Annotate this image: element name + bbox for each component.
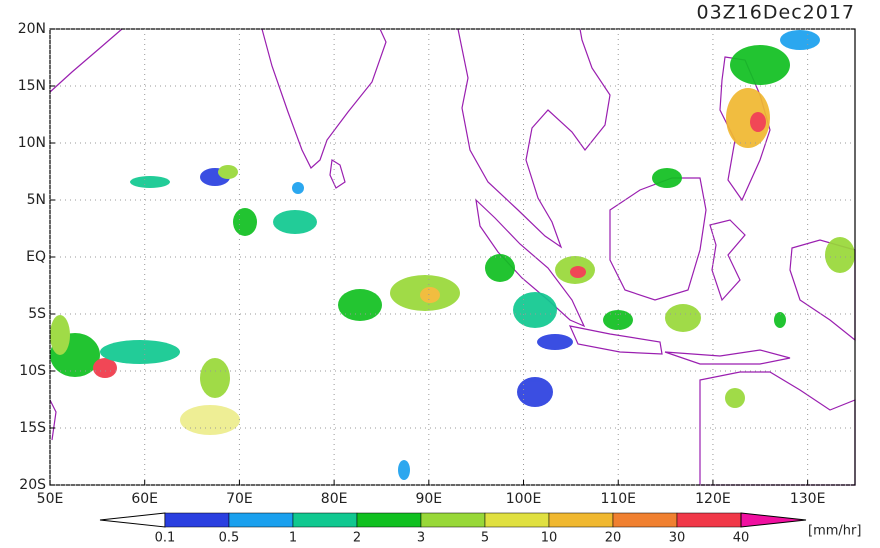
colorbar-box: [164, 512, 230, 528]
colorbar-label: 0.5: [219, 531, 240, 545]
colorbar-label: 5: [481, 531, 489, 545]
x-tick-label: 80E: [321, 491, 348, 507]
colorbar-label: 3: [417, 531, 425, 545]
colorbar-label: 40: [733, 531, 750, 545]
colorbar-box: [676, 512, 742, 528]
y-tick-label: 10N: [18, 135, 46, 151]
colorbar-box: [228, 512, 294, 528]
colorbar-box: [484, 512, 550, 528]
colorbar-box: [356, 512, 422, 528]
colorbar-box: [548, 512, 614, 528]
y-tick-label: 10S: [19, 363, 46, 379]
y-tick-label: 20S: [19, 477, 46, 493]
colorbar-label: 30: [669, 531, 686, 545]
x-tick-label: 60E: [131, 491, 158, 507]
colorbar-label: 20: [605, 531, 622, 545]
rain-areas: [50, 30, 855, 480]
coastlines: [49, 28, 856, 486]
colorbar-box: [292, 512, 358, 528]
y-tick-label: 15S: [19, 420, 46, 436]
x-tick-label: 100E: [506, 491, 542, 507]
y-tick-label: 20N: [18, 21, 46, 37]
x-tick-label: 70E: [226, 491, 253, 507]
colorbar-label: 10: [541, 531, 558, 545]
colorbar-label: 0.1: [155, 531, 176, 545]
y-tick-label: 15N: [18, 78, 46, 94]
x-tick-label: 90E: [415, 491, 442, 507]
colorbar-box: [420, 512, 486, 528]
y-tick-label: 5N: [27, 192, 46, 208]
x-tick-label: 130E: [790, 491, 826, 507]
colorbar-label: 2: [353, 531, 361, 545]
colorbar-unit: [mm/hr]: [808, 524, 861, 539]
x-tick-label: 50E: [37, 491, 64, 507]
title: 03Z16Dec2017: [697, 2, 856, 24]
x-tick-label: 110E: [600, 491, 636, 507]
colorbar-over: [740, 512, 807, 528]
colorbar-under: [99, 512, 166, 528]
y-tick-label: EQ: [26, 249, 46, 265]
x-tick-label: 120E: [695, 491, 731, 507]
colorbar-box: [612, 512, 678, 528]
colorbar-label: 1: [289, 531, 297, 545]
y-tick-label: 5S: [28, 306, 46, 322]
